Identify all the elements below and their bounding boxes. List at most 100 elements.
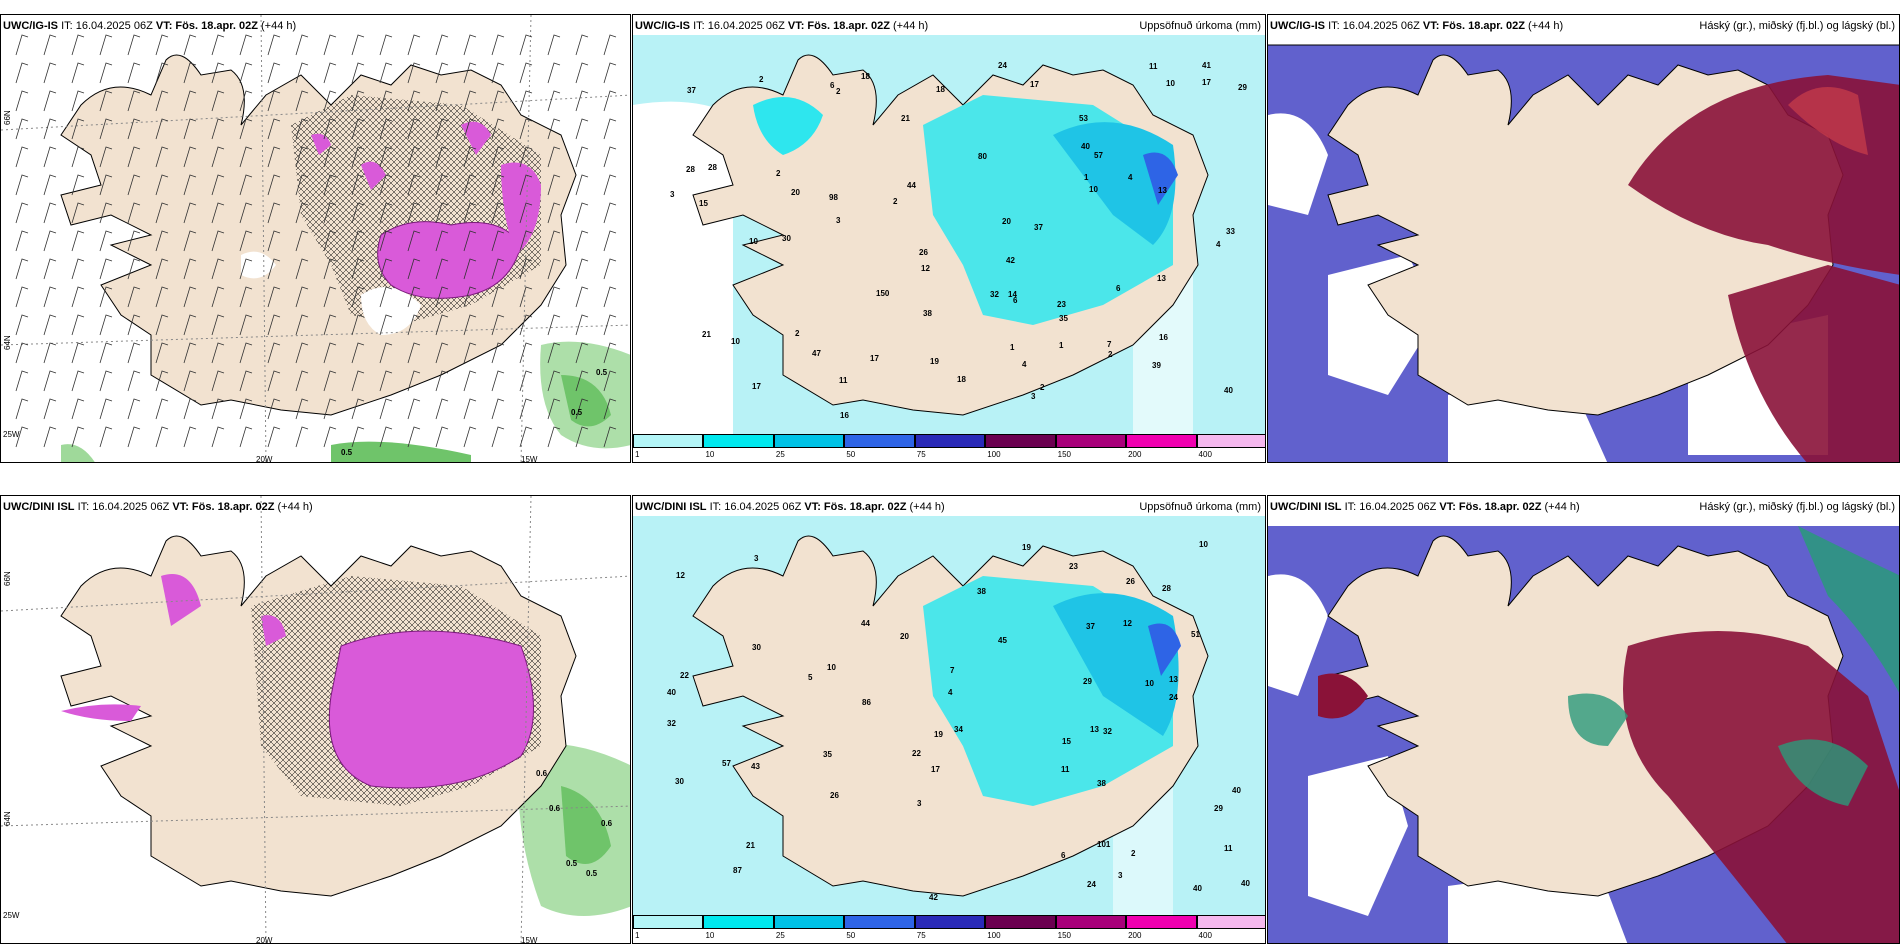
wind-barb [519, 146, 533, 168]
colorbar-swatch [1055, 915, 1127, 929]
wind-barb [127, 146, 141, 168]
colorbar-swatch [844, 915, 915, 929]
panel-bottom-middle-precip: UWC/DINI ISL IT: 16.04.2025 06Z VT: Fös.… [632, 495, 1266, 944]
lat-label: 64N [3, 811, 12, 826]
precip-value: 40 [1193, 884, 1202, 893]
colorbar-tick: 10 [705, 450, 715, 459]
wind-barb [155, 398, 169, 420]
precip-value: 40 [1232, 786, 1241, 795]
wind-barb [379, 34, 393, 56]
wind-barb [43, 90, 57, 112]
wind-barb [295, 286, 309, 308]
precip-value: 6 [1013, 296, 1018, 305]
wind-barb [435, 398, 449, 420]
colorbar-swatch [914, 915, 986, 929]
precip-value: 30 [782, 234, 791, 243]
wind-barb [547, 118, 561, 140]
precip-value: 19 [1022, 543, 1031, 552]
wind-barb [155, 314, 169, 336]
precip-value: 10 [827, 663, 836, 672]
wind-barb [351, 314, 365, 336]
wind-barb [267, 90, 281, 112]
wind-barb [519, 230, 533, 252]
wind-barb [603, 202, 617, 224]
precip-value: 4 [1022, 360, 1027, 369]
precip-value: 42 [1006, 256, 1015, 265]
precip-value: 39 [1152, 361, 1161, 370]
wind-barb [71, 398, 85, 420]
precip-value: 23 [1069, 562, 1078, 571]
colorbar-swatch [1196, 915, 1265, 929]
precip-value: 10 [1145, 679, 1154, 688]
wind-barb [15, 314, 29, 336]
wind-barb [519, 314, 533, 336]
wind-barb [323, 286, 337, 308]
precip-value: 11 [1061, 765, 1070, 774]
precip-value: 2 [759, 75, 764, 84]
wind-barb [43, 286, 57, 308]
precip-value: 4 [1128, 173, 1133, 182]
wind-barb [575, 34, 589, 56]
wind-barb [99, 118, 113, 140]
wind-barb [575, 118, 589, 140]
precip-value: 11 [1224, 844, 1233, 853]
wind-barb [407, 146, 421, 168]
wind-barb [603, 118, 617, 140]
wind-barb [295, 202, 309, 224]
wind-barb [211, 342, 225, 364]
wind-value: 0.5 [571, 408, 583, 417]
wind-barb [183, 230, 197, 252]
precip-value: 37 [1086, 622, 1095, 631]
wind-barb [463, 174, 477, 196]
wind-barb [295, 370, 309, 392]
wind-barb [99, 314, 113, 336]
precip-value: 24 [998, 61, 1007, 70]
wind-barb [71, 314, 85, 336]
wind-barb [435, 370, 449, 392]
wind-barb [603, 146, 617, 168]
precip-value: 15 [1062, 737, 1071, 746]
precip-value: 26 [830, 791, 839, 800]
wind-barb [239, 258, 253, 280]
panel-bottom-right-clouds: UWC/DINI ISL IT: 16.04.2025 06Z VT: Fös.… [1267, 495, 1900, 944]
colorbar-tick: 25 [775, 450, 785, 459]
wind-barb [71, 174, 85, 196]
wind-barb [351, 370, 365, 392]
wind-barb [435, 62, 449, 84]
precip-value: 20 [791, 188, 800, 197]
lon-label: 15W [521, 936, 538, 944]
wind-barb [323, 398, 337, 420]
wind-barb [379, 202, 393, 224]
wind-value: 0.5 [596, 368, 608, 377]
wind-barb [435, 230, 449, 252]
wind-barb [547, 370, 561, 392]
wind-barb [547, 34, 561, 56]
wind-barb [239, 146, 253, 168]
wind-value: 0.6 [601, 819, 613, 828]
wind-barb [435, 286, 449, 308]
wind-barb [351, 286, 365, 308]
wind-barb [183, 370, 197, 392]
colorbar-tick: 150 [1057, 931, 1072, 940]
wind-barb [463, 398, 477, 420]
wind-barb [351, 202, 365, 224]
wind-barb [239, 370, 253, 392]
precip-value: 32 [990, 290, 999, 299]
wind-barb [491, 174, 505, 196]
wind-barb [239, 286, 253, 308]
precip-value: 16 [840, 411, 849, 420]
wind-barb [547, 146, 561, 168]
wind-barb [603, 286, 617, 308]
wind-barb [267, 258, 281, 280]
wind-barb [183, 174, 197, 196]
precip-value: 6 [1061, 851, 1066, 860]
wind-barb [239, 118, 253, 140]
wind-barb [43, 62, 57, 84]
wind-barb [99, 230, 113, 252]
panel-variable-label: Háský (gr.), miðský (fj.bl.) og lágský (… [1699, 20, 1895, 32]
wind-barb [43, 146, 57, 168]
wind-barb [491, 118, 505, 140]
wind-barb [71, 62, 85, 84]
wind-barb [43, 370, 57, 392]
